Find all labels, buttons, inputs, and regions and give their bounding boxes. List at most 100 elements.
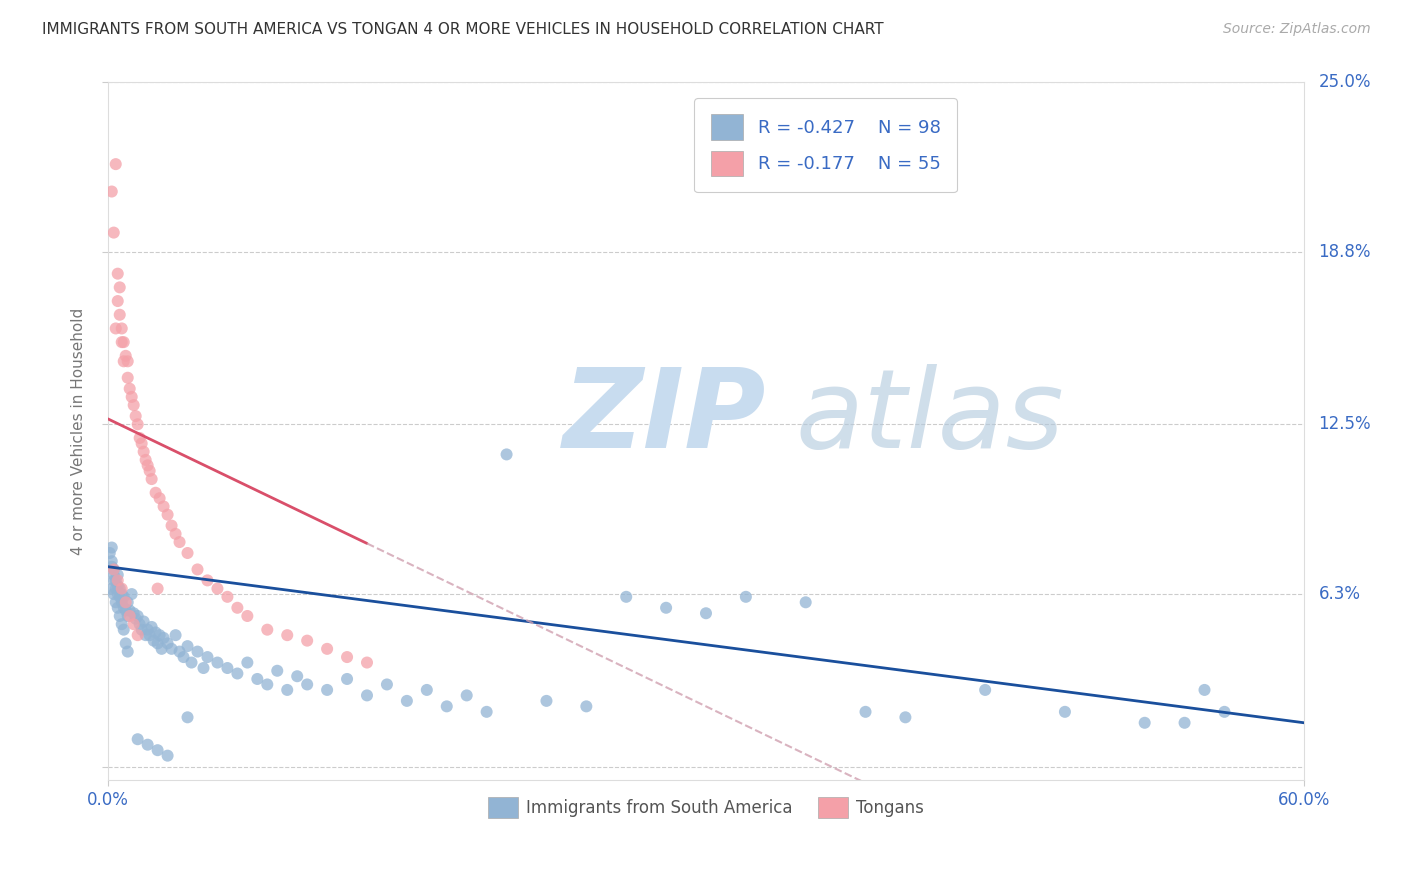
Point bbox=[111, 582, 134, 596]
Point bbox=[145, 625, 167, 640]
Point bbox=[132, 444, 155, 458]
Point bbox=[107, 587, 129, 601]
Point bbox=[100, 582, 122, 596]
Point bbox=[117, 609, 139, 624]
Text: 12.5%: 12.5% bbox=[1319, 416, 1371, 434]
Point bbox=[295, 677, 318, 691]
Point bbox=[1213, 705, 1236, 719]
Point bbox=[114, 349, 136, 363]
Point bbox=[127, 628, 149, 642]
Point bbox=[475, 705, 498, 719]
Point bbox=[217, 661, 239, 675]
Point bbox=[114, 636, 136, 650]
Point bbox=[150, 641, 173, 656]
Text: 18.8%: 18.8% bbox=[1319, 243, 1371, 260]
Point bbox=[375, 677, 398, 691]
Point bbox=[165, 628, 187, 642]
Point bbox=[152, 631, 174, 645]
Point bbox=[152, 500, 174, 514]
Point bbox=[156, 636, 179, 650]
Point bbox=[236, 609, 259, 624]
Point bbox=[103, 587, 125, 601]
Point bbox=[236, 656, 259, 670]
Point bbox=[197, 650, 219, 665]
Point bbox=[108, 590, 131, 604]
Point bbox=[193, 661, 215, 675]
Point bbox=[117, 595, 139, 609]
Point bbox=[114, 595, 136, 609]
Point bbox=[118, 609, 141, 624]
Point bbox=[107, 267, 129, 281]
Legend: Immigrants from South America, Tongans: Immigrants from South America, Tongans bbox=[481, 790, 931, 824]
Point bbox=[180, 656, 202, 670]
Point bbox=[575, 699, 598, 714]
Point bbox=[112, 354, 135, 368]
Point bbox=[156, 508, 179, 522]
Point bbox=[141, 472, 163, 486]
Point bbox=[416, 682, 439, 697]
Point bbox=[136, 738, 159, 752]
Point bbox=[111, 617, 134, 632]
Point bbox=[127, 417, 149, 432]
Point bbox=[276, 628, 298, 642]
Point bbox=[107, 600, 129, 615]
Point bbox=[121, 587, 143, 601]
Point bbox=[146, 636, 169, 650]
Point bbox=[160, 518, 183, 533]
Point bbox=[136, 458, 159, 473]
Point bbox=[108, 280, 131, 294]
Point bbox=[276, 682, 298, 697]
Point bbox=[356, 689, 378, 703]
Point bbox=[100, 541, 122, 555]
Point bbox=[256, 677, 278, 691]
Point bbox=[125, 409, 148, 423]
Point bbox=[114, 603, 136, 617]
Point bbox=[356, 656, 378, 670]
Point bbox=[117, 354, 139, 368]
Point bbox=[103, 562, 125, 576]
Point bbox=[103, 568, 125, 582]
Point bbox=[104, 595, 127, 609]
Point bbox=[112, 600, 135, 615]
Point bbox=[128, 617, 150, 632]
Point bbox=[107, 579, 129, 593]
Point bbox=[160, 641, 183, 656]
Point bbox=[141, 620, 163, 634]
Point bbox=[536, 694, 558, 708]
Point bbox=[169, 644, 191, 658]
Point bbox=[176, 639, 198, 653]
Point bbox=[117, 370, 139, 384]
Point bbox=[118, 382, 141, 396]
Point bbox=[165, 526, 187, 541]
Point bbox=[495, 447, 517, 461]
Point bbox=[122, 607, 145, 621]
Point bbox=[295, 633, 318, 648]
Point bbox=[1133, 715, 1156, 730]
Point bbox=[336, 672, 359, 686]
Point bbox=[655, 600, 678, 615]
Point bbox=[197, 574, 219, 588]
Point bbox=[103, 562, 125, 576]
Text: IMMIGRANTS FROM SOUTH AMERICA VS TONGAN 4 OR MORE VEHICLES IN HOUSEHOLD CORRELAT: IMMIGRANTS FROM SOUTH AMERICA VS TONGAN … bbox=[42, 22, 884, 37]
Point bbox=[614, 590, 637, 604]
Point bbox=[107, 294, 129, 309]
Point bbox=[138, 628, 160, 642]
Point bbox=[100, 554, 122, 568]
Point bbox=[100, 559, 122, 574]
Point bbox=[104, 574, 127, 588]
Point bbox=[146, 743, 169, 757]
Point bbox=[131, 623, 153, 637]
Point bbox=[111, 587, 134, 601]
Point bbox=[226, 600, 249, 615]
Point bbox=[794, 595, 817, 609]
Point bbox=[136, 623, 159, 637]
Point bbox=[146, 582, 169, 596]
Point bbox=[135, 628, 157, 642]
Point bbox=[125, 612, 148, 626]
Point bbox=[217, 590, 239, 604]
Point bbox=[395, 694, 418, 708]
Point bbox=[128, 431, 150, 445]
Point bbox=[149, 491, 172, 506]
Point bbox=[336, 650, 359, 665]
Point bbox=[734, 590, 756, 604]
